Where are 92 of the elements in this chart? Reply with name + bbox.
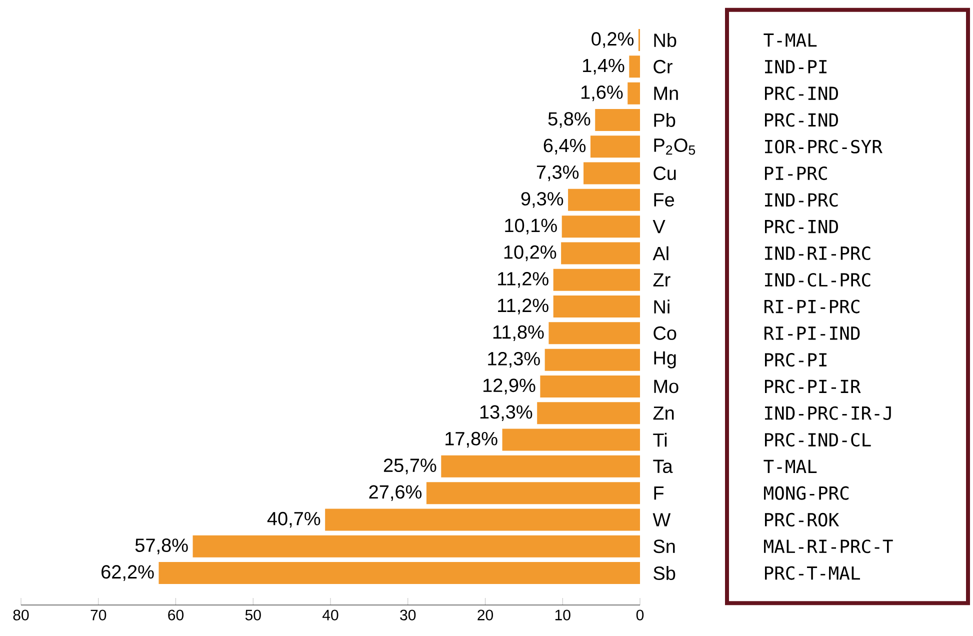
bar [595, 108, 640, 131]
data-label: 27,6% [369, 485, 422, 501]
bar [568, 188, 640, 211]
data-label: 7,3% [536, 165, 579, 182]
data-label: 12,3% [488, 352, 540, 368]
data-label: 40,7% [267, 512, 320, 528]
data-label: 10,1% [505, 218, 557, 234]
bar [628, 82, 640, 104]
data-label: 17,8% [446, 432, 498, 448]
x-tick-label: 10 [555, 610, 570, 620]
text: IOR-PRC-SYR [765, 140, 882, 154]
text: PRC-IND [765, 86, 838, 100]
bar [426, 482, 640, 504]
y-tick-label: Pb [654, 112, 676, 127]
y-tick-label: V [652, 220, 666, 234]
text: PRC-PI-IR [765, 380, 861, 394]
bar [561, 242, 640, 264]
text: IND-RI-PRC [765, 246, 870, 260]
data-label: 62,2% [102, 565, 154, 581]
text: PI-PRC [765, 166, 827, 180]
data-label: 1,6% [581, 85, 623, 102]
bar [540, 375, 640, 398]
x-tick-label: 20 [478, 610, 493, 620]
x-tick-label: 50 [245, 610, 261, 620]
data-label: 1,4% [583, 58, 624, 74]
data-label: 12,9% [483, 378, 536, 394]
y-tick-label: Nb [654, 33, 676, 47]
y-tick-label: Mn [654, 86, 678, 100]
text: IND-PI [765, 60, 826, 74]
data-label: 57,8% [135, 538, 188, 554]
text: MONG-PRC [764, 486, 849, 500]
bar [537, 402, 640, 424]
y-tick-label: Cu [654, 166, 676, 180]
data-label: 25,7% [384, 458, 436, 474]
data-label: 11,8% [493, 325, 544, 342]
y-tick-label: W [652, 513, 671, 526]
text: RI-PI-PRC [764, 300, 860, 314]
data-label: 10,2% [504, 245, 556, 262]
y-tick-label: Fe [654, 193, 674, 207]
data-label: 13,3% [480, 405, 532, 421]
y-tick-label: Hg [654, 351, 676, 368]
text: PRC-T-MAL [765, 566, 860, 580]
text: PRC-ROK [765, 512, 840, 527]
bar [158, 562, 640, 584]
x-tick-label: 80 [13, 610, 29, 620]
x-tick-label: 40 [322, 610, 338, 620]
y-tick-label: F [654, 486, 664, 500]
text: PRC-PI [765, 353, 826, 367]
data-label: 9,3% [521, 192, 564, 208]
bar [562, 216, 640, 238]
text: PRC-IND [765, 220, 838, 234]
y-tick-label: P$_{2}$O$_{5}$ [654, 138, 696, 155]
x-tick-label: 70 [90, 610, 106, 620]
data-label: 11,2% [498, 272, 548, 288]
text: PRC-IND-CL [765, 432, 871, 447]
bar [502, 428, 640, 451]
text: IND-PRC-IR-J [765, 406, 891, 420]
y-tick-label: Sn [654, 540, 675, 554]
bar [553, 296, 640, 318]
y-tick-label: Ta [653, 460, 673, 474]
bar [325, 508, 640, 531]
x-tick-label: 30 [400, 610, 416, 620]
text: PRC-IND [765, 113, 838, 127]
y-tick-label: Zn [653, 406, 674, 420]
y-tick-label: Ti [653, 432, 667, 447]
bar [192, 535, 640, 558]
y-tick-label: Mo [654, 380, 678, 394]
bar [629, 56, 640, 78]
data-label: 11,2% [498, 298, 548, 314]
text: RI-PI-IND [764, 326, 860, 340]
bar [553, 268, 640, 291]
y-tick-label: Co [654, 326, 676, 340]
data-label: 5,8% [548, 112, 590, 128]
data-label: 0,2% [592, 32, 634, 48]
data-label: 6,4% [544, 138, 586, 154]
y-tick-label: Zr [653, 273, 670, 286]
bar [584, 162, 640, 184]
text: MAL-RI-PRC-T [764, 540, 893, 554]
x-tick-label: 60 [168, 610, 184, 620]
text: IND-CL-PRC [765, 273, 870, 287]
text: IND-PRC [765, 193, 838, 207]
bar [441, 455, 640, 478]
text: T-MAL [764, 33, 817, 47]
y-tick-label: Ni [654, 300, 670, 314]
y-tick-label: Sb [654, 566, 676, 580]
bar [548, 322, 640, 344]
y-tick-label: Cr [654, 60, 672, 74]
bar [544, 348, 640, 371]
x-tick-label: 0 [636, 610, 644, 620]
y-tick-label: Al [652, 246, 668, 260]
bar [590, 136, 640, 158]
text: T-MAL [764, 460, 817, 473]
